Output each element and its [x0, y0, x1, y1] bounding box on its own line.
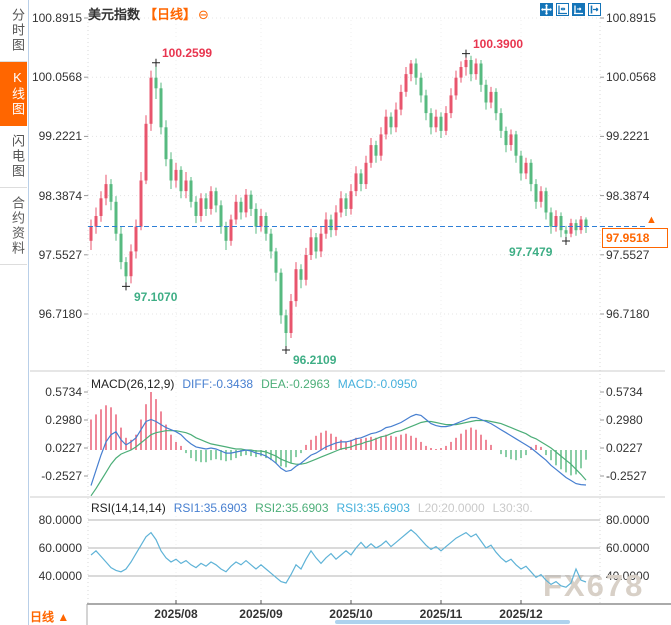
rsi1-value: RSI1:35.6903 — [173, 501, 248, 515]
rsi-axis-label-right: 60.0000 — [606, 541, 650, 555]
sidebar-item-contract-info[interactable]: 合约资料 — [0, 188, 27, 265]
macd-value: MACD:-0.0950 — [337, 377, 418, 391]
macd-axis-label-right: 0.5734 — [606, 385, 643, 399]
rsi-axis-label-right: 80.0000 — [606, 513, 650, 527]
sidebar-item-kline-chart[interactable]: K线图 — [0, 62, 27, 126]
rsi-axis-label-left: 40.0000 — [38, 569, 82, 583]
macd-axis-label-left: 0.2980 — [45, 413, 82, 427]
x-axis-label: 2025/08 — [154, 607, 198, 621]
watermark-logo: FX678 — [543, 568, 645, 603]
macd-axis-label-right: -0.2527 — [606, 469, 647, 483]
price-axis-label-left: 96.7180 — [38, 307, 82, 321]
price-up-arrow-icon: ▲ — [646, 214, 657, 226]
price-axis-label-right: 97.5527 — [606, 248, 650, 262]
collapse-icon[interactable]: ⊖ — [198, 7, 209, 22]
x-axis-label: 2025/11 — [419, 607, 463, 621]
rsi-l30-value: L30:30. — [492, 501, 533, 515]
zoom-x-axis-active-icon[interactable] — [572, 3, 585, 16]
macd-axis-label-right: 0.2980 — [606, 413, 643, 427]
rsi-l20-value: L20:20.0000 — [417, 501, 485, 515]
pan-icon[interactable] — [540, 3, 553, 16]
macd-axis-label-left: 0.5734 — [45, 385, 82, 399]
sidebar-item-flash-chart[interactable]: 闪电图 — [0, 126, 27, 188]
sidebar: 分时图 K线图 闪电图 合约资料 — [0, 0, 29, 625]
x-axis-label: 2025/10 — [329, 607, 373, 621]
rsi-header: RSI(14,14,14) RSI1:35.6903 RSI2:35.6903 RSI… — [91, 501, 533, 515]
macd-axis-label-left: 0.0227 — [45, 441, 82, 455]
price-axis-label-left: 98.3874 — [38, 189, 82, 203]
price-axis-label-right: 96.7180 — [606, 307, 650, 321]
price-extreme-label: 97.7479 — [509, 245, 553, 259]
zoom-x-axis-icon[interactable] — [556, 3, 569, 16]
price-axis-label-right: 100.8915 — [606, 11, 657, 25]
shift-right-icon[interactable] — [588, 3, 601, 16]
macd-diff-value: DIFF:-0.3438 — [182, 377, 254, 391]
x-axis-label: 2025/09 — [239, 607, 283, 621]
macd-axis-label-left: -0.2527 — [41, 469, 82, 483]
macd-dea-value: DEA:-0.2963 — [261, 377, 330, 391]
price-axis-label-right: 98.3874 — [606, 189, 650, 203]
macd-header: MACD(26,12,9) DIFF:-0.3438 DEA:-0.2963 MACD… — [91, 377, 417, 391]
rsi-axis-label-left: 80.0000 — [38, 513, 82, 527]
chart-toolbar — [540, 3, 601, 16]
sidebar-item-time-chart[interactable]: 分时图 — [0, 0, 27, 62]
price-extreme-label: 100.3900 — [473, 37, 524, 51]
price-axis-label-right: 100.0568 — [606, 70, 657, 84]
price-axis-label-left: 97.5527 — [38, 248, 82, 262]
rsi-name: RSI(14,14,14) — [91, 501, 166, 515]
rsi-axis-label-right: 40.0000 — [606, 569, 650, 583]
price-axis-label-left: 99.2221 — [38, 129, 82, 143]
rsi-axis-label-left: 60.0000 — [38, 541, 82, 555]
price-extreme-label: 100.2599 — [162, 46, 213, 60]
rsi3-value: RSI3:35.6903 — [336, 501, 410, 515]
price-axis-label-left: 100.0568 — [31, 70, 82, 84]
macd-axis-label-right: 0.0227 — [606, 441, 643, 455]
chart-title-row: 美元指数 【日线】 ⊖ — [88, 4, 209, 23]
horizontal-scrollbar[interactable] — [335, 620, 570, 624]
current-price-box: 97.9518 — [602, 228, 668, 248]
period-tag: 【日线】 — [144, 7, 197, 22]
x-axis-label: 2025/12 — [499, 607, 543, 621]
price-axis-label-left: 100.8915 — [31, 11, 82, 25]
rsi2-value: RSI2:35.6903 — [255, 501, 329, 515]
instrument-title: 美元指数 — [88, 7, 141, 22]
chevron-up-icon: ▲ — [57, 610, 70, 624]
price-axis-label-right: 99.2221 — [606, 129, 650, 143]
price-extreme-label: 97.1070 — [134, 290, 178, 304]
period-selector[interactable]: 日线 ▲ — [30, 610, 70, 624]
macd-name: MACD(26,12,9) — [91, 377, 175, 391]
price-extreme-label: 96.2109 — [293, 353, 337, 367]
